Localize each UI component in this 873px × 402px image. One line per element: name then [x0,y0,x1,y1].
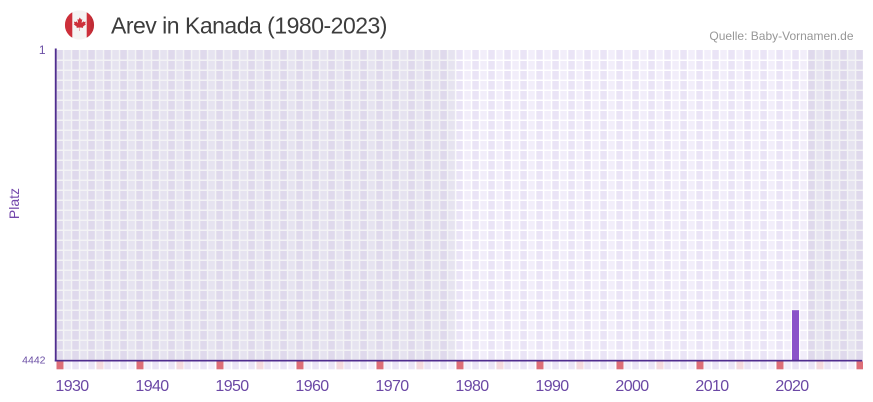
svg-text:1980: 1980 [455,378,489,395]
svg-text:1960: 1960 [295,378,329,395]
svg-text:2020: 2020 [775,378,809,395]
svg-text:1: 1 [39,43,46,57]
svg-text:Arev in Kanada (1980-2023): Arev in Kanada (1980-2023) [111,13,387,39]
svg-text:2000: 2000 [615,378,649,395]
svg-text:Platz: Platz [6,188,22,219]
svg-text:4442: 4442 [22,355,46,367]
svg-text:1970: 1970 [375,378,409,395]
svg-text:1990: 1990 [535,378,569,395]
svg-text:2010: 2010 [695,378,729,395]
svg-text:Quelle: Baby-Vornamen.de: Quelle: Baby-Vornamen.de [709,29,853,43]
svg-text:1940: 1940 [135,378,169,395]
svg-text:1930: 1930 [55,378,89,395]
svg-text:1950: 1950 [215,378,249,395]
